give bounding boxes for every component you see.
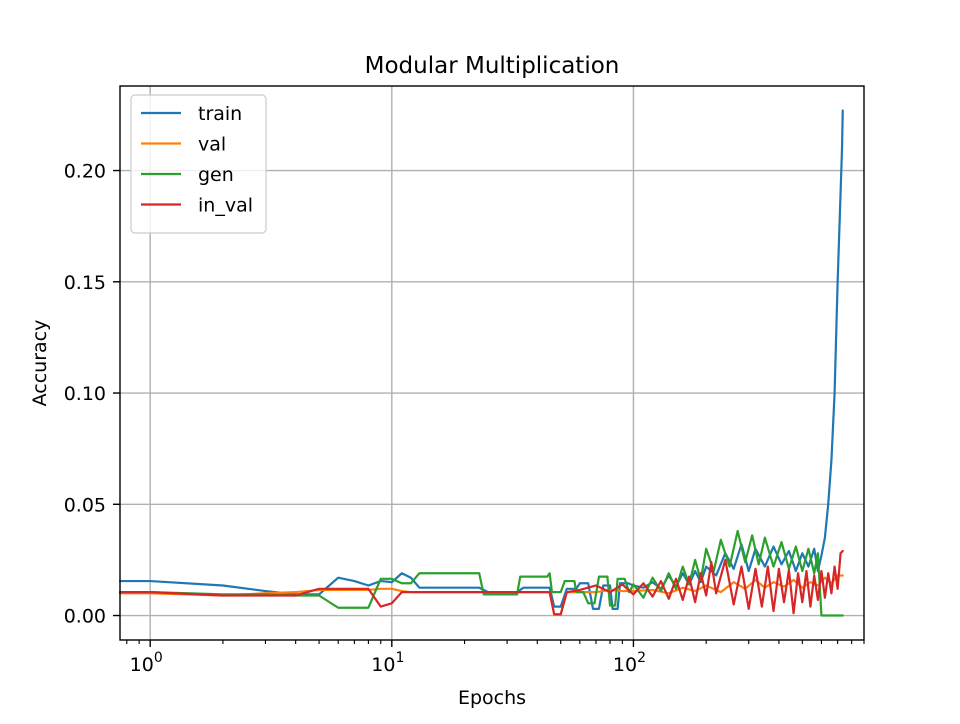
legend-label-in-val: in_val xyxy=(198,195,253,217)
y-tick-label: 0.15 xyxy=(64,272,106,294)
legend-label-val: val xyxy=(198,134,226,156)
y-axis-label: Accuracy xyxy=(29,320,51,407)
x-axis-label: Epochs xyxy=(458,687,526,709)
y-tick-label: 0.20 xyxy=(64,161,106,183)
legend-label-gen: gen xyxy=(198,164,234,186)
x-tick-label: 100 xyxy=(130,650,163,676)
y-tick-label: 0.05 xyxy=(64,494,106,516)
legend-box xyxy=(130,94,267,234)
legend-label-train: train xyxy=(198,103,242,125)
x-tick-label: 101 xyxy=(371,650,404,676)
x-tick-label: 102 xyxy=(613,650,646,676)
series-line-gen xyxy=(118,529,844,617)
series-line-train xyxy=(118,109,844,610)
plot-frame xyxy=(119,85,865,641)
y-tick-label: 0.00 xyxy=(64,606,106,628)
legend: train val gen in_val xyxy=(130,94,267,234)
series-line-in-val xyxy=(118,549,844,616)
chart-title: Modular Multiplication xyxy=(365,53,620,79)
y-tick-label: 0.10 xyxy=(64,383,106,405)
ticks: 100 101 102 0.00 0.05 0.10 0.15 0.20 xyxy=(64,161,865,676)
series-group xyxy=(118,109,844,617)
